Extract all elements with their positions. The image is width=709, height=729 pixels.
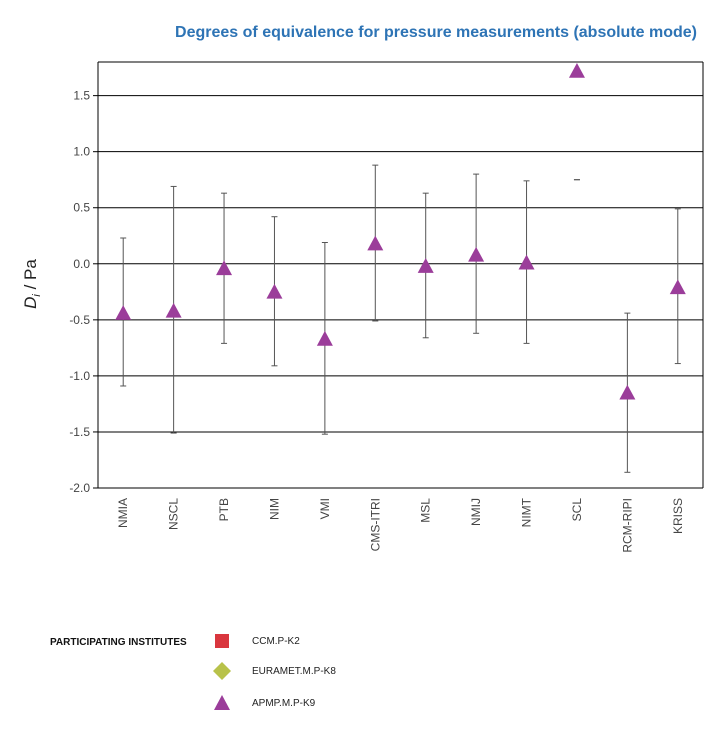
x-tick-label: CMS-ITRI: [368, 498, 382, 551]
x-tick-label: PTB: [217, 498, 231, 521]
data-point-triangle: [165, 302, 182, 318]
data-point-triangle: [568, 62, 585, 78]
chart-title: Degrees of equivalence for pressure meas…: [175, 24, 697, 41]
legend-label: APMP.M.P-K9: [252, 697, 316, 709]
y-tick-label: -1.0: [69, 369, 90, 383]
data-point-triangle: [367, 235, 384, 251]
data-point-triangle: [216, 260, 233, 276]
data-point-triangle: [115, 305, 132, 320]
y-tick-label: 1.5: [73, 89, 90, 103]
square-marker-icon: [212, 631, 232, 651]
legend-item-apmp: APMP.M.P-K9: [212, 693, 315, 713]
legend-item-euramet: EURAMET.M.P-K8: [212, 661, 336, 681]
y-tick-label: 0.5: [73, 201, 90, 215]
diamond-marker-icon: [212, 661, 232, 681]
x-axis-ticks: NMIA NSCL PTB NIM VMI CMS-ITRI MSL NMIJ NIMT SCL R…: [116, 497, 685, 552]
y-tick-label: -2.0: [69, 481, 90, 495]
x-tick-label: RCM-RIPI: [620, 498, 634, 553]
legend-item-ccm: CCM.P-K2: [212, 631, 300, 651]
x-tick-label: NMIJ: [469, 498, 483, 526]
legend-title: PARTICIPATING INSTITUTES: [50, 637, 187, 648]
data-point-triangle: [468, 246, 485, 262]
data-points: [115, 62, 686, 400]
x-tick-label: NSCL: [167, 498, 181, 530]
data-point-triangle: [417, 258, 434, 273]
y-tick-label: -0.5: [69, 313, 90, 327]
y-tick-label: 0.0: [73, 257, 90, 271]
x-tick-label: KRISS: [671, 498, 685, 534]
x-tick-label: VMI: [318, 498, 332, 519]
x-tick-label: NMIA: [116, 498, 130, 528]
data-point-triangle: [316, 330, 333, 346]
y-axis-ticks: 1.5 1.0 0.5 0.0 -0.5 -1.0 -1.5 -2.0: [69, 89, 98, 495]
x-tick-label: NIM: [267, 498, 281, 520]
x-tick-label: NIMT: [520, 497, 534, 527]
x-tick-label: SCL: [570, 498, 584, 522]
data-point-triangle: [266, 283, 283, 299]
y-axis-label: Di / Pa: [21, 259, 43, 309]
y-tick-label: 1.0: [73, 145, 90, 159]
data-point-triangle: [619, 384, 636, 400]
error-bars: [120, 164, 681, 473]
x-tick-label: MSL: [419, 498, 433, 523]
y-tick-label: -1.5: [69, 425, 90, 439]
triangle-marker-icon: [212, 693, 232, 713]
grid-lines: [97, 61, 704, 489]
data-point-triangle: [669, 279, 686, 295]
legend-label: CCM.P-K2: [252, 635, 300, 647]
legend-label: EURAMET.M.P-K8: [252, 665, 336, 677]
data-point-triangle: [518, 254, 535, 270]
